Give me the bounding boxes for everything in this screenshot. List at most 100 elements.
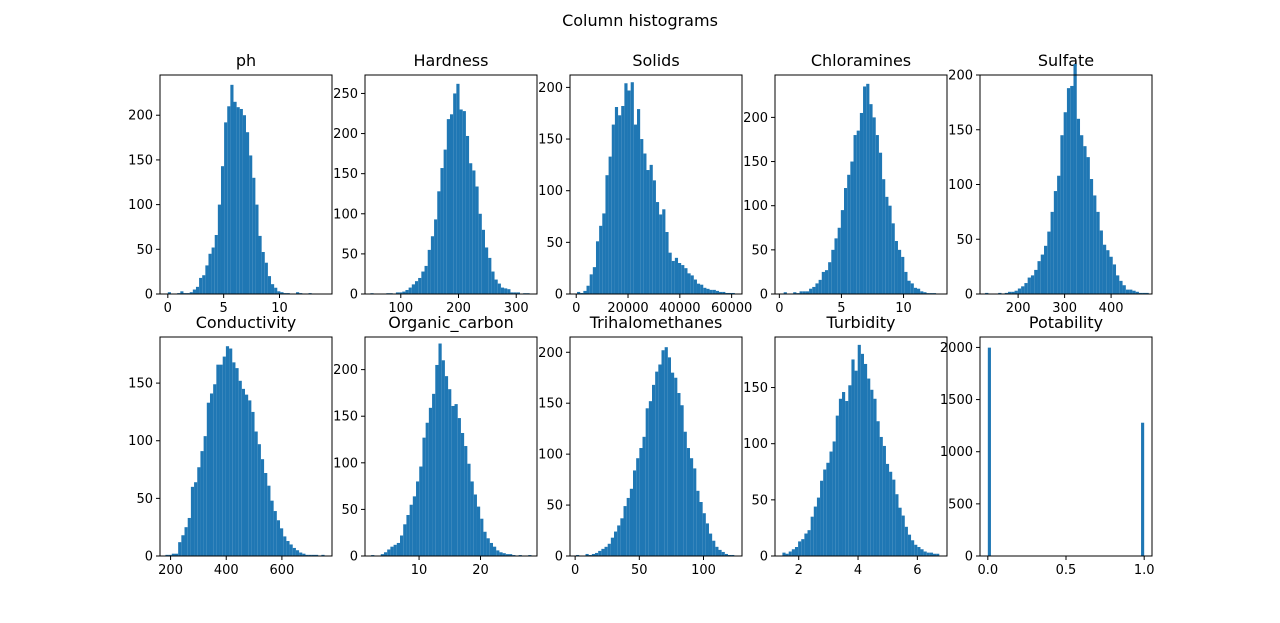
histogram-bar: [648, 401, 653, 556]
histogram-bar: [904, 526, 908, 556]
histogram-bar: [618, 115, 622, 294]
histogram-bar: [421, 271, 425, 294]
histogram-bar: [670, 372, 675, 556]
histogram-bar: [901, 515, 905, 556]
histogram-bar: [448, 389, 452, 556]
histogram-bar: [411, 284, 415, 294]
histogram-bar: [895, 494, 899, 556]
histogram-bar: [721, 551, 725, 556]
histogram-bar: [664, 347, 668, 556]
histogram-bar: [408, 287, 412, 294]
histogram-bar: [818, 279, 822, 294]
histogram-bar: [614, 531, 618, 556]
histogram-bar: [1145, 292, 1149, 294]
panel-title: Hardness: [414, 51, 489, 70]
histogram-bar: [722, 291, 726, 294]
y-tick-label: 200: [333, 363, 358, 378]
histogram-bar: [923, 551, 927, 556]
histogram-bar: [311, 554, 316, 556]
histogram-bar: [1047, 231, 1051, 294]
histogram-bar: [589, 274, 593, 294]
histogram-bar: [583, 290, 587, 294]
histogram-bar: [206, 402, 210, 556]
axes-frame: [774, 74, 948, 295]
histogram-bar: [457, 418, 461, 556]
histogram-bar: [842, 392, 846, 556]
histogram-bar: [233, 101, 237, 294]
histogram-bar: [451, 405, 455, 556]
histogram-bar: [599, 225, 603, 294]
histogram-bar: [820, 480, 824, 556]
histogram-bar: [586, 285, 590, 294]
histogram-bar: [703, 287, 707, 294]
histogram-bar: [171, 553, 175, 556]
x-tick-label: 0: [164, 301, 172, 316]
histogram-bar: [453, 93, 457, 294]
histogram-bar: [585, 553, 589, 556]
histogram-bar: [782, 552, 786, 556]
x-tick-label: 2: [795, 563, 803, 578]
y-tick-label: 0: [760, 288, 768, 303]
histogram-bar: [412, 496, 417, 556]
histogram-bar: [1099, 230, 1103, 294]
histogram-bar: [513, 292, 517, 294]
histogram-bars: [371, 343, 532, 556]
histogram-bar: [610, 537, 615, 556]
histogram-bar: [184, 527, 188, 556]
histogram-bar: [805, 291, 810, 294]
histogram-bar: [681, 265, 685, 294]
histogram-bar: [837, 227, 841, 294]
histogram-bar: [873, 398, 877, 556]
histogram-bar: [649, 164, 653, 294]
histogram-bar: [712, 289, 716, 294]
histogram-bar: [687, 273, 691, 294]
histogram-bar: [181, 535, 185, 556]
x-tick-label: 10: [895, 301, 912, 316]
histogram-bar: [296, 292, 300, 294]
histogram-bar: [232, 362, 236, 556]
y-tick-label: 50: [751, 493, 768, 508]
histogram-bar: [200, 451, 204, 556]
histogram-bar: [1008, 291, 1012, 294]
histogram-bar: [844, 188, 848, 294]
histogram-bar: [305, 554, 309, 556]
panel-title: Trihalomethanes: [589, 313, 723, 332]
histogram-bar: [838, 398, 843, 556]
y-tick-label: 150: [538, 133, 563, 148]
x-tick-label: 1.0: [1134, 563, 1155, 578]
histogram-bar: [1027, 277, 1031, 294]
histogram-bar: [678, 263, 682, 294]
histogram-bar: [856, 130, 860, 294]
y-tick-label: 500: [948, 497, 973, 512]
histogram-bar: [668, 252, 672, 294]
histogram-bar: [1037, 261, 1041, 294]
histogram-bar: [913, 287, 918, 294]
histogram-bar: [473, 494, 477, 556]
x-tick-label: 0: [571, 563, 579, 578]
histogram-bar: [1119, 280, 1123, 294]
histogram-bar: [592, 267, 596, 294]
histogram-bar: [425, 422, 429, 556]
histogram-bar: [494, 279, 498, 294]
histogram-bar: [427, 249, 431, 294]
histogram-bar: [677, 393, 681, 556]
histogram-bar: [222, 356, 226, 556]
x-tick-label: 20: [472, 563, 489, 578]
histogram-bar: [637, 109, 641, 294]
x-tick-label: 600: [269, 563, 294, 578]
histogram-bar: [885, 463, 890, 556]
histogram-bar: [705, 523, 709, 556]
histogram-bar: [834, 238, 838, 294]
histogram-bar: [802, 291, 806, 294]
x-tick-label: 100: [691, 563, 716, 578]
y-tick-label: 150: [333, 410, 358, 425]
histogram-bar: [923, 292, 927, 294]
panel-title: Conductivity: [196, 313, 297, 332]
histogram-bar: [929, 552, 934, 556]
x-tick-label: 300: [504, 301, 529, 316]
histogram-bar: [1011, 291, 1015, 294]
histogram-bar: [277, 291, 281, 294]
histogram-bar: [180, 291, 184, 294]
histogram-bar: [576, 554, 580, 556]
histogram-bar: [469, 163, 473, 294]
